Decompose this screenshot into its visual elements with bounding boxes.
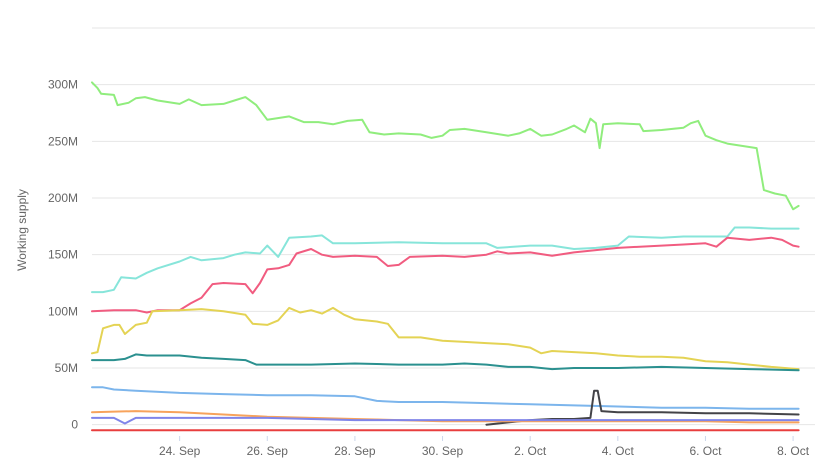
- y-axis-tick-labels: 0 50M 100M 150M 200M 250M 300M: [48, 78, 78, 432]
- x-tick-label: 4. Oct: [602, 444, 635, 458]
- series-layer: [91, 81, 800, 432]
- y-tick-label: 100M: [48, 304, 78, 318]
- y-tick-label: 200M: [48, 191, 78, 205]
- x-tick-label: 30. Sep: [422, 444, 464, 458]
- y-tick-label: 0: [71, 418, 78, 432]
- series-line-4: [91, 306, 800, 371]
- y-tick-label: 50M: [55, 361, 78, 375]
- series-line-9: [91, 416, 800, 425]
- y-tick-label: 250M: [48, 134, 78, 148]
- x-tick-label: 26. Sep: [247, 444, 289, 458]
- y-tick-label: 300M: [48, 78, 78, 92]
- x-tick-label: 24. Sep: [159, 444, 201, 458]
- x-tick-label: 8. Oct: [777, 444, 810, 458]
- x-tick-label: 6. Oct: [689, 444, 722, 458]
- series-line-5: [91, 353, 800, 372]
- series-line-2: [91, 226, 800, 294]
- series-line-8: [91, 410, 800, 424]
- series-line-3: [91, 236, 800, 314]
- series-line-1: [91, 81, 800, 211]
- x-tick-label: 28. Sep: [334, 444, 376, 458]
- y-tick-label: 150M: [48, 248, 78, 262]
- series-line-6: [91, 386, 800, 410]
- x-axis-tick-labels: 24. Sep 26. Sep 28. Sep 30. Sep 2. Oct 4. Oct…: [159, 436, 810, 458]
- x-tick-label: 2. Oct: [514, 444, 547, 458]
- y-axis-title: Working supply: [15, 189, 29, 271]
- grid-lines: [92, 27, 815, 426]
